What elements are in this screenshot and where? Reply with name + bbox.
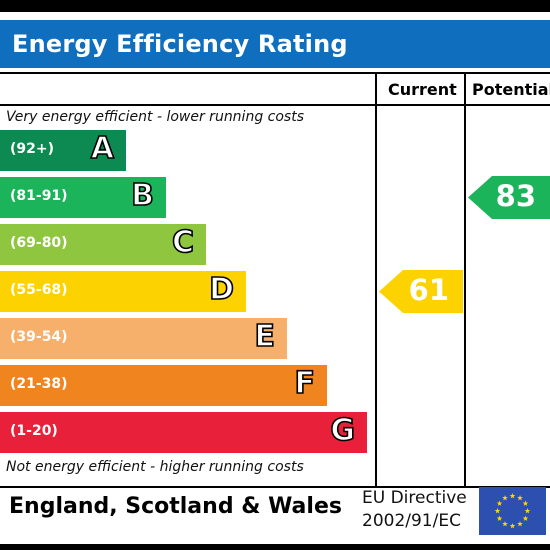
eu-star-icon bbox=[496, 500, 503, 506]
current-rating-arrow: 61 bbox=[379, 270, 463, 313]
top-note: Very energy efficient - lower running co… bbox=[6, 109, 304, 125]
band-c: (69-80) C bbox=[0, 224, 206, 265]
band-c-letter: C bbox=[171, 224, 195, 261]
potential-rating-arrow: 83 bbox=[468, 176, 550, 219]
eu-star-icon bbox=[517, 495, 523, 501]
band-e-letter: E bbox=[254, 318, 276, 355]
divider-potential bbox=[464, 72, 466, 486]
band-e-range: (39-54) bbox=[10, 329, 68, 345]
divider-bottom bbox=[0, 486, 550, 488]
current-rating-value: 61 bbox=[408, 273, 449, 307]
chart-title: Energy Efficiency Rating bbox=[12, 30, 348, 58]
band-b-range: (81-91) bbox=[10, 188, 68, 204]
band-f: (21-38) F bbox=[0, 365, 327, 406]
column-header-current: Current bbox=[388, 80, 457, 99]
directive-line-2: 2002/91/EC bbox=[362, 511, 461, 531]
band-b-letter: B bbox=[130, 177, 154, 214]
eu-star-icon bbox=[494, 508, 501, 514]
column-header-potential: Potential bbox=[472, 80, 550, 99]
eu-star-icon bbox=[509, 523, 516, 529]
band-g-range: (1-20) bbox=[10, 423, 58, 439]
eu-star-icon bbox=[502, 520, 508, 527]
potential-rating-value: 83 bbox=[495, 179, 536, 213]
eu-flag-icon bbox=[479, 487, 546, 535]
band-b: (81-91) B bbox=[0, 177, 166, 218]
band-g: (1-20) G bbox=[0, 412, 367, 453]
band-d-range: (55-68) bbox=[10, 282, 68, 298]
divider-current bbox=[375, 72, 377, 486]
band-e: (39-54) E bbox=[0, 318, 287, 359]
region-label: England, Scotland & Wales bbox=[9, 494, 342, 519]
eu-star-icon bbox=[509, 493, 516, 499]
directive-line-1: EU Directive bbox=[362, 488, 467, 508]
band-f-range: (21-38) bbox=[10, 376, 68, 392]
eu-star-icon bbox=[517, 520, 523, 527]
band-f-letter: F bbox=[294, 365, 316, 402]
band-a-letter: A bbox=[90, 130, 115, 167]
epc-chart: Energy Efficiency Rating Current Potenti… bbox=[0, 12, 550, 544]
divider-header bbox=[0, 104, 550, 106]
bottom-note: Not energy efficient - higher running co… bbox=[6, 459, 304, 475]
band-g-letter: G bbox=[330, 412, 356, 449]
eu-star-icon bbox=[522, 515, 529, 521]
band-a-range: (92+) bbox=[10, 141, 55, 157]
band-d: (55-68) D bbox=[0, 271, 246, 312]
eu-star-icon bbox=[522, 500, 529, 506]
eu-star-icon bbox=[502, 495, 508, 501]
band-a: (92+) A bbox=[0, 130, 126, 171]
divider-top bbox=[0, 72, 550, 74]
eu-star-icon bbox=[524, 508, 531, 514]
eu-star-icon bbox=[496, 515, 503, 521]
band-c-range: (69-80) bbox=[10, 235, 68, 251]
band-d-letter: D bbox=[208, 271, 235, 308]
title-bar: Energy Efficiency Rating bbox=[0, 20, 550, 68]
